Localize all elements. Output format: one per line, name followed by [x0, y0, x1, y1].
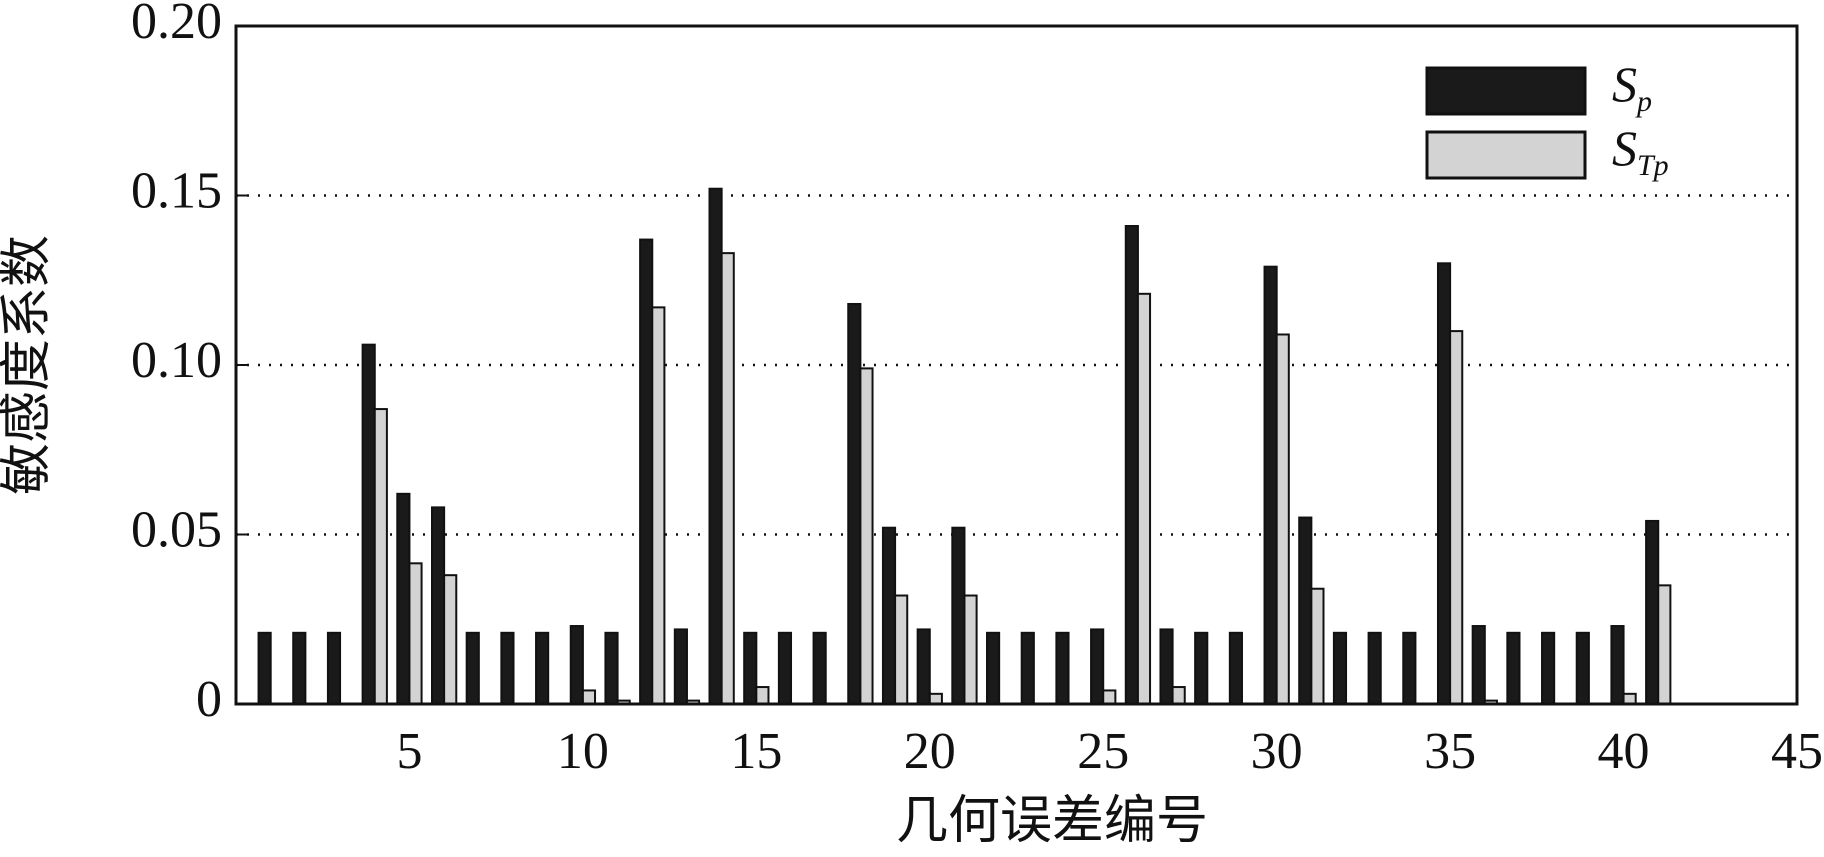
bar	[1124, 225, 1139, 705]
x-axis-label: 几何误差编号	[896, 793, 1208, 850]
bar	[373, 408, 388, 705]
bar	[430, 506, 446, 705]
legend-label: STp	[1612, 120, 1669, 181]
x-tick-label: 10	[557, 723, 609, 780]
bar	[777, 631, 793, 705]
bar	[465, 631, 480, 705]
y-tick-label: 0.05	[131, 501, 222, 558]
bar	[951, 526, 966, 705]
bar	[1171, 686, 1186, 705]
bar	[963, 594, 978, 706]
x-tick-label: 35	[1424, 723, 1476, 780]
bar	[1657, 584, 1672, 705]
bar	[1159, 628, 1174, 705]
bar	[986, 631, 1001, 705]
bar	[1332, 631, 1348, 705]
bar	[1102, 689, 1117, 706]
legend-swatch	[1425, 130, 1587, 180]
bar	[639, 238, 654, 705]
bar	[1610, 625, 1625, 706]
bar	[1194, 631, 1209, 705]
bar	[812, 631, 827, 705]
bar	[859, 367, 874, 705]
bar	[1090, 628, 1105, 705]
bar	[673, 628, 688, 705]
bar	[1136, 292, 1152, 705]
bar	[894, 594, 909, 706]
bar	[1471, 625, 1486, 706]
bar	[581, 689, 597, 706]
bar	[928, 692, 943, 706]
bar	[1645, 519, 1660, 705]
bar	[1436, 262, 1452, 705]
bar	[443, 574, 458, 705]
legend-symbol: S	[1612, 120, 1637, 176]
legend-swatch	[1425, 66, 1587, 116]
bar	[1575, 631, 1590, 705]
bar	[1055, 631, 1070, 705]
bar	[847, 302, 862, 705]
legend-subscript: p	[1635, 85, 1652, 118]
bar	[916, 628, 931, 705]
x-tick-label: 25	[1077, 723, 1129, 780]
bar	[1275, 333, 1290, 705]
x-tick-label: 20	[904, 723, 956, 780]
bar	[1020, 631, 1035, 705]
plot-frame	[234, 24, 1799, 706]
bar	[1402, 631, 1417, 705]
bar	[604, 631, 619, 705]
bar	[651, 306, 666, 705]
bar	[881, 526, 897, 705]
y-tick-label: 0	[196, 671, 222, 728]
bar	[396, 492, 411, 705]
bar	[755, 686, 770, 705]
bar	[1541, 631, 1556, 705]
bar	[535, 631, 550, 705]
x-tick-label: 5	[396, 723, 422, 780]
bar	[500, 631, 515, 705]
bar	[1622, 692, 1637, 706]
bar	[257, 631, 272, 705]
bar	[292, 631, 307, 705]
bar	[361, 343, 376, 705]
bar	[1263, 265, 1278, 705]
bar	[326, 631, 342, 705]
bar	[408, 562, 423, 705]
x-tick-label: 30	[1251, 723, 1303, 780]
y-tick-label: 0.20	[131, 0, 222, 50]
legend-subscript: Tp	[1637, 149, 1669, 182]
bar	[1228, 631, 1243, 705]
x-tick-label: 45	[1771, 723, 1823, 780]
bar	[1506, 631, 1521, 705]
bar	[1449, 330, 1464, 705]
x-tick-label: 40	[1598, 723, 1650, 780]
y-axis-label: 敏感度系数	[0, 235, 56, 495]
x-tick-label: 15	[730, 723, 782, 780]
bar	[1367, 631, 1382, 705]
legend-label: Sp	[1612, 56, 1652, 117]
bar	[708, 187, 723, 706]
bar	[569, 625, 584, 706]
bar	[743, 631, 758, 705]
y-tick-label: 0.10	[131, 332, 222, 389]
y-tick-label: 0.15	[131, 162, 222, 219]
bar	[1310, 587, 1325, 705]
bar	[720, 252, 735, 705]
bar	[1298, 516, 1313, 705]
legend-symbol: S	[1612, 56, 1637, 112]
